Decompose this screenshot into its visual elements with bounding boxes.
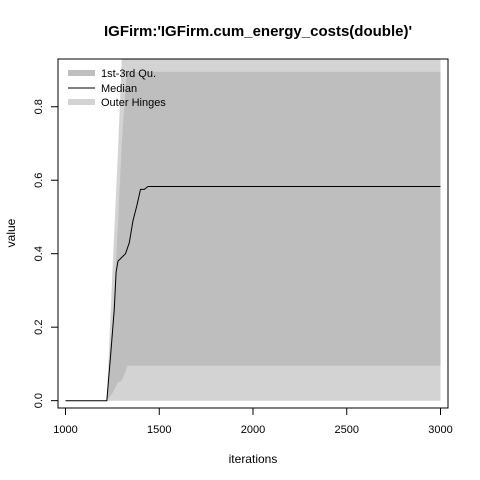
x-tick-label: 1500 <box>147 424 171 436</box>
x-tick-label: 2500 <box>335 424 359 436</box>
y-tick-label: 0.2 <box>33 320 45 335</box>
x-axis-label: iterations <box>229 452 278 466</box>
x-axis: 1000 1500 2000 2500 3000 <box>53 407 453 436</box>
legend: 1st-3rd Qu. Median Outer Hinges <box>68 68 166 109</box>
quartile-band <box>65 71 441 401</box>
y-tick-label: 0.8 <box>33 99 45 114</box>
y-tick-label: 0.0 <box>33 393 45 408</box>
legend-label-outer-hinges: Outer Hinges <box>101 97 166 109</box>
x-tick-label: 3000 <box>428 424 452 436</box>
x-tick-label: 2000 <box>241 424 265 436</box>
legend-label-quartiles: 1st-3rd Qu. <box>101 68 156 80</box>
plot-area <box>65 59 441 402</box>
y-axis: 0.0 0.2 0.4 0.6 0.8 <box>33 99 59 408</box>
y-axis-label: value <box>4 218 18 247</box>
x-tick-label: 1000 <box>53 424 77 436</box>
chart-title: IGFirm:'IGFirm.cum_energy_costs(double)' <box>104 23 412 40</box>
legend-label-median: Median <box>101 83 137 95</box>
y-tick-label: 0.4 <box>33 246 45 261</box>
median-line <box>65 186 441 402</box>
y-tick-label: 0.6 <box>33 173 45 188</box>
